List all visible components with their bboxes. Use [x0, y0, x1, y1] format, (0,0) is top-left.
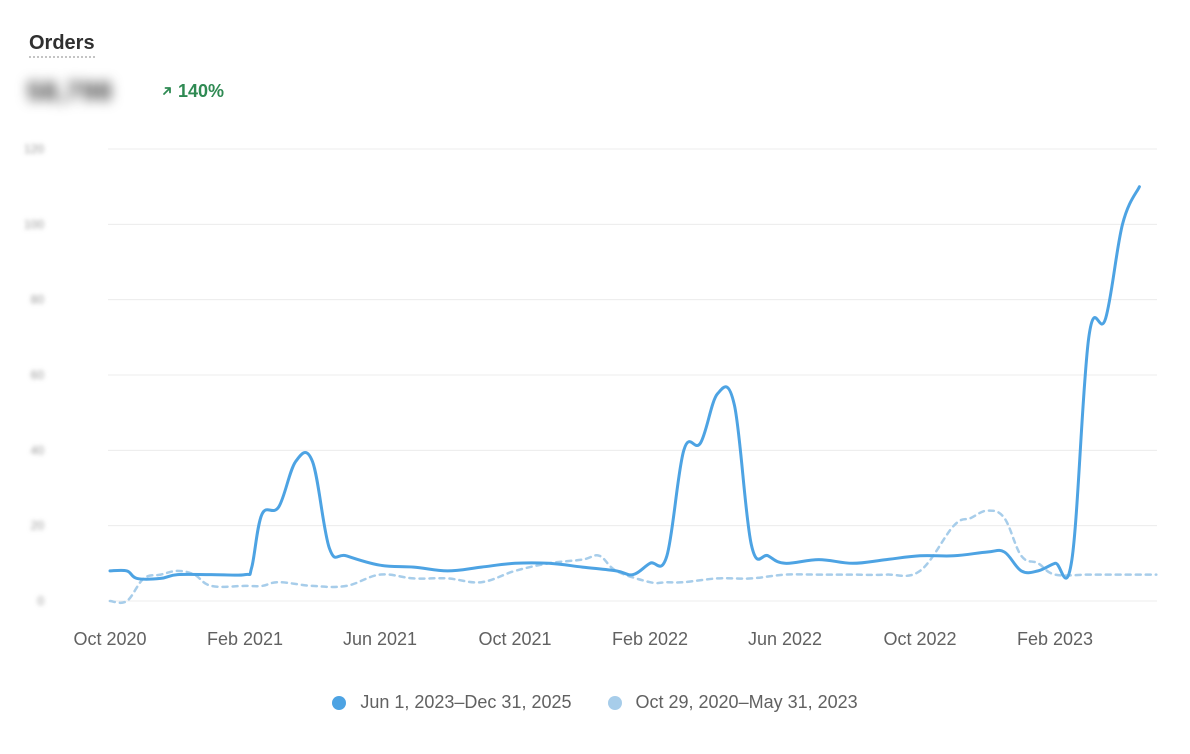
- legend-label-comparison: Oct 29, 2020–May 31, 2023: [635, 692, 858, 712]
- legend-item-current[interactable]: Jun 1, 2023–Dec 31, 2025: [332, 692, 572, 713]
- series-line-current: [108, 185, 1141, 581]
- x-tick-label: Feb 2022: [612, 629, 688, 649]
- series-line-comparison: [108, 509, 1158, 605]
- legend-label-current: Jun 1, 2023–Dec 31, 2025: [360, 692, 572, 712]
- x-axis-ticks: Oct 2020 Feb 2021 Jun 2021 Oct 2021 Feb 2022…: [73, 629, 1093, 649]
- y-tick-label: 60: [31, 368, 45, 382]
- x-tick-label: Oct 2020: [73, 629, 146, 649]
- legend-item-comparison[interactable]: Oct 29, 2020–May 31, 2023: [607, 692, 858, 713]
- x-tick-label: Oct 2021: [478, 629, 551, 649]
- legend-swatch-comparison: [607, 695, 622, 710]
- metric-value: 58,798: [27, 76, 113, 106]
- y-tick-label: 40: [31, 443, 45, 457]
- x-tick-label: Jun 2021: [343, 629, 417, 649]
- y-tick-label: 80: [31, 293, 45, 307]
- chart-legend: Jun 1, 2023–Dec 31, 2025 Oct 29, 2020–Ma…: [0, 692, 1190, 713]
- legend-swatch-current: [332, 695, 347, 710]
- y-tick-label: 20: [31, 519, 45, 533]
- y-tick-label: 0: [37, 594, 44, 608]
- x-tick-label: Feb 2021: [207, 629, 283, 649]
- delta-badge: 140%: [162, 80, 224, 102]
- x-tick-label: Feb 2023: [1017, 629, 1093, 649]
- arrow-up-right-icon: [163, 87, 171, 95]
- metric-value-container: 58,798: [27, 72, 151, 110]
- card-title[interactable]: Orders: [29, 31, 95, 58]
- y-tick-label: 100: [24, 217, 44, 231]
- delta-value: 140%: [178, 81, 225, 101]
- y-axis-ticks: 0 20 40 60 80 100 120: [24, 142, 44, 608]
- x-tick-label: Jun 2022: [748, 629, 822, 649]
- y-tick-label: 120: [24, 142, 44, 156]
- series-lines: [108, 185, 1158, 605]
- x-tick-label: Oct 2022: [883, 629, 956, 649]
- grid-lines: [108, 148, 1157, 602]
